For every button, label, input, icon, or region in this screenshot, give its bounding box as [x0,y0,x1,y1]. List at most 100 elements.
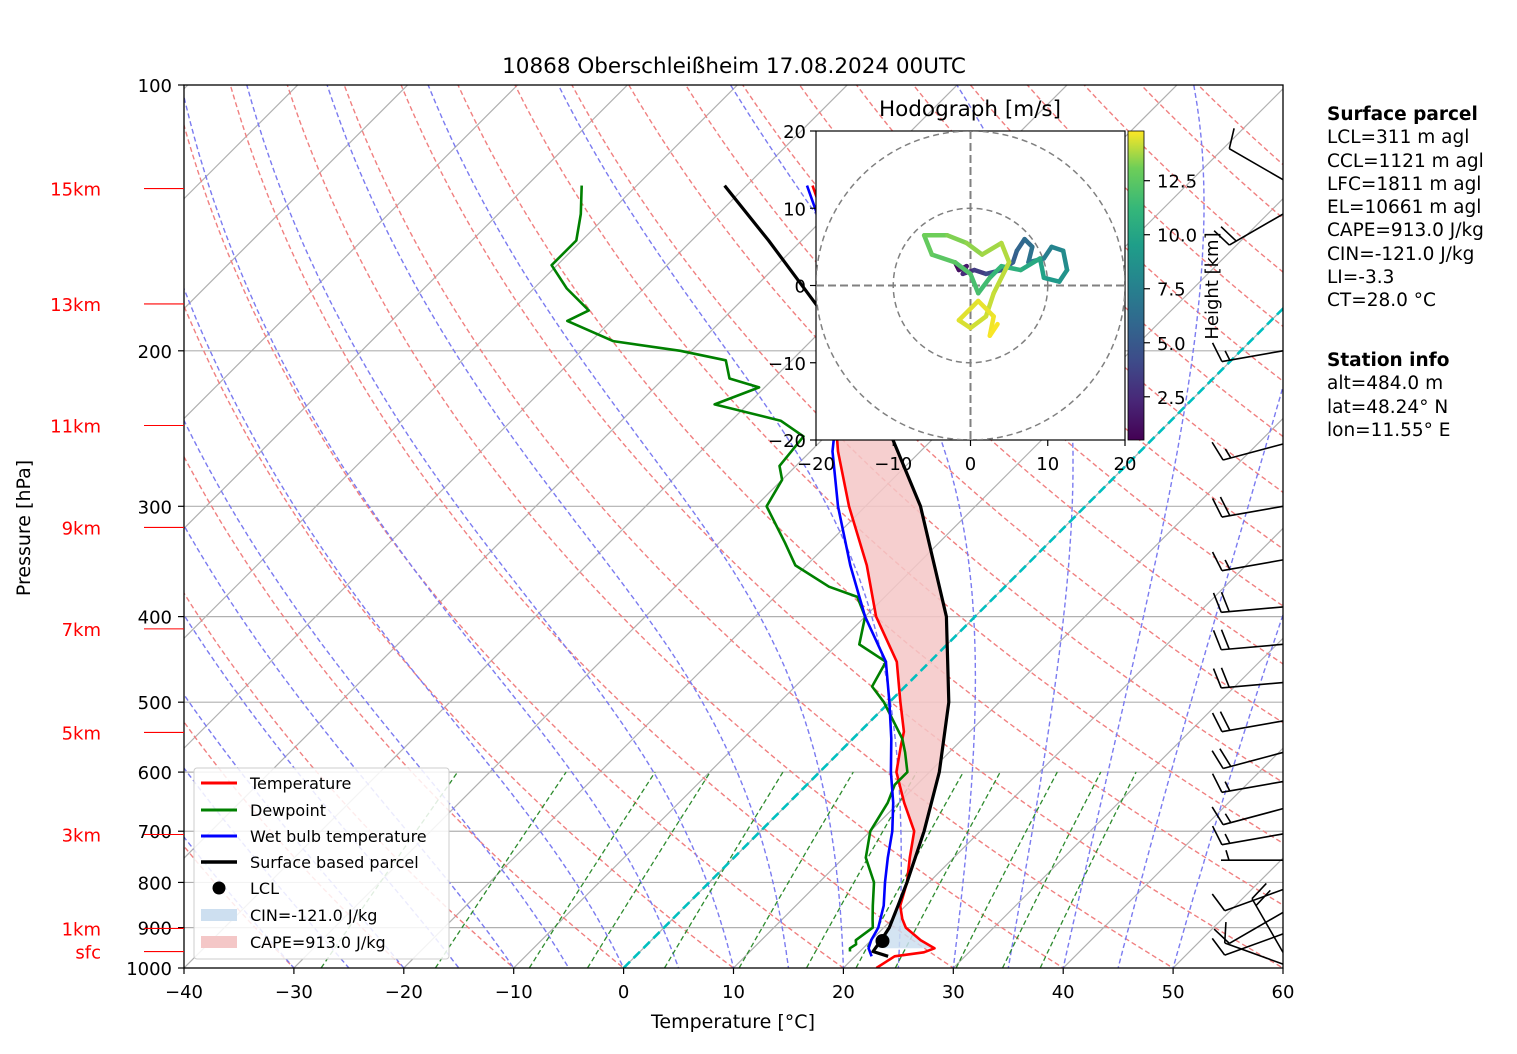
mixing-ratio-line [955,771,1058,968]
height-labels: 15km 13km 11km 9km 7km 5km 3km 1km sfc [50,180,184,964]
hodograph-x-tick-label: 20 [1114,454,1137,475]
wind-barb [1213,911,1284,945]
isotherm-line [402,87,1283,968]
hodograph-trace-segment [945,233,969,246]
height-label: 13km [50,295,101,316]
x-tick-label: −10 [495,982,533,1003]
ccl-value: CCL=1121 m agl [1327,150,1484,172]
wind-barb-flag [1220,226,1237,242]
hodograph-x-tick-label: −10 [874,454,912,475]
colorbar-tick-label: 2.5 [1157,388,1186,409]
x-tick-label: 40 [1052,982,1075,1003]
y-tick-label: 200 [138,342,172,363]
wind-barb-staff [1221,681,1284,689]
moist-adiabat [427,85,845,968]
moist-adiabat [184,524,515,968]
cape-cin-fills [833,407,949,949]
legend-temperature-label: Temperature [249,774,351,793]
y-tick-label: 500 [138,693,172,714]
wind-barb-staff [1221,643,1284,651]
wind-barb-staff [1221,833,1284,846]
y-tick-label: 100 [138,76,172,97]
freezing-isotherm [622,306,1283,968]
wind-barb-flag [1211,441,1224,461]
wind-barb-flag [1211,893,1226,912]
wind-barb-flag [1211,773,1223,793]
wind-barb [1228,128,1284,181]
wind-barb-flag [1220,629,1230,650]
surface-parcel-panel: Surface parcel LCL=311 m agl CCL=1121 m … [1327,103,1484,313]
wind-barb [1211,551,1284,572]
wind-barb [1211,711,1284,733]
y-axis-ticks: 100 200 300 400 500 600 700 800 900 1000 [126,76,184,980]
legend-cin-label: CIN=-121.0 J/kg [250,906,377,925]
moist-adiabat [184,613,460,968]
hodograph-trace-segment [929,252,958,265]
wind-barb-flag [1251,882,1267,900]
moist-adiabat [184,286,625,968]
hodograph-x-tick-label: 10 [1036,454,1059,475]
moist-adiabat [184,418,570,968]
wind-barb [1211,806,1284,826]
hodograph-plot [816,131,1125,440]
wind-barb-flag [1211,342,1223,362]
colorbar-tick-label: 12.5 [1157,172,1197,193]
moist-adiabat [729,85,977,968]
wind-barb [1212,667,1284,689]
isotherm-line [952,637,1283,968]
dry-adiabat [184,304,735,968]
x-tick-label: 0 [618,982,629,1003]
dry-adiabat [798,85,1283,550]
mixing-ratio-line [663,771,784,968]
isotherm-line [1062,747,1283,968]
wind-barb-flag [1212,630,1222,651]
y-tick-label: 400 [138,608,172,629]
isotherm-line [512,197,1283,968]
hodograph-y-tick-label: 10 [783,199,806,220]
wind-barb-staff [1221,606,1284,614]
dry-adiabat [286,85,1065,968]
hodograph-trace-segment [1026,244,1035,265]
wind-barb [1221,849,1283,862]
wind-barb [1211,773,1284,794]
isotherm-line [184,85,849,750]
dry-adiabat [514,85,1283,845]
y-tick-label: 900 [138,919,172,940]
dry-adiabat [400,85,1283,968]
wind-barb-flag [1211,806,1224,826]
station-altitude: alt=484.0 m [1327,373,1444,395]
height-label: sfc [75,943,101,964]
lfc-value: LFC=1811 m agl [1327,173,1482,195]
wind-barb-flag [1213,928,1230,944]
wind-barb [1251,882,1284,953]
isotherm-line [184,85,409,310]
x-tick-label: 30 [942,982,965,1003]
hodograph-trace-segment [1018,256,1043,273]
wind-barb [1211,933,1284,956]
hodograph-trace-segment [964,240,985,257]
cape-value: CAPE=913.0 J/kg [1327,220,1484,242]
hodograph-trace-segment [979,240,1004,257]
colorbar-tick-label: 5.0 [1157,334,1186,355]
height-label: 11km [50,416,101,437]
wind-barb-half-flag [1224,350,1231,361]
legend-lcl-label: LCL [250,879,279,898]
mixing-ratio-line [855,771,964,968]
x-tick-label: −20 [385,982,423,1003]
wind-barb-flag [1211,712,1223,733]
height-label: 3km [62,825,101,846]
wind-barb-staff [1228,911,1284,945]
wind-barb [1211,825,1284,846]
hodograph-trace-segment [921,233,935,257]
hodograph-trace-segment [987,263,1004,281]
moist-adiabat [326,85,790,968]
hodograph-trace-segment [1014,236,1027,253]
isotherm-line [184,85,519,420]
y-tick-label: 800 [138,873,172,894]
hodograph-trace-segment [956,318,973,331]
x-axis-label: Temperature [°C] [650,1011,815,1033]
hodograph-trace-segment [1037,256,1047,281]
height-label: 5km [62,723,101,744]
moist-adiabat [246,85,735,968]
wind-barb-half-flag [1224,448,1232,459]
